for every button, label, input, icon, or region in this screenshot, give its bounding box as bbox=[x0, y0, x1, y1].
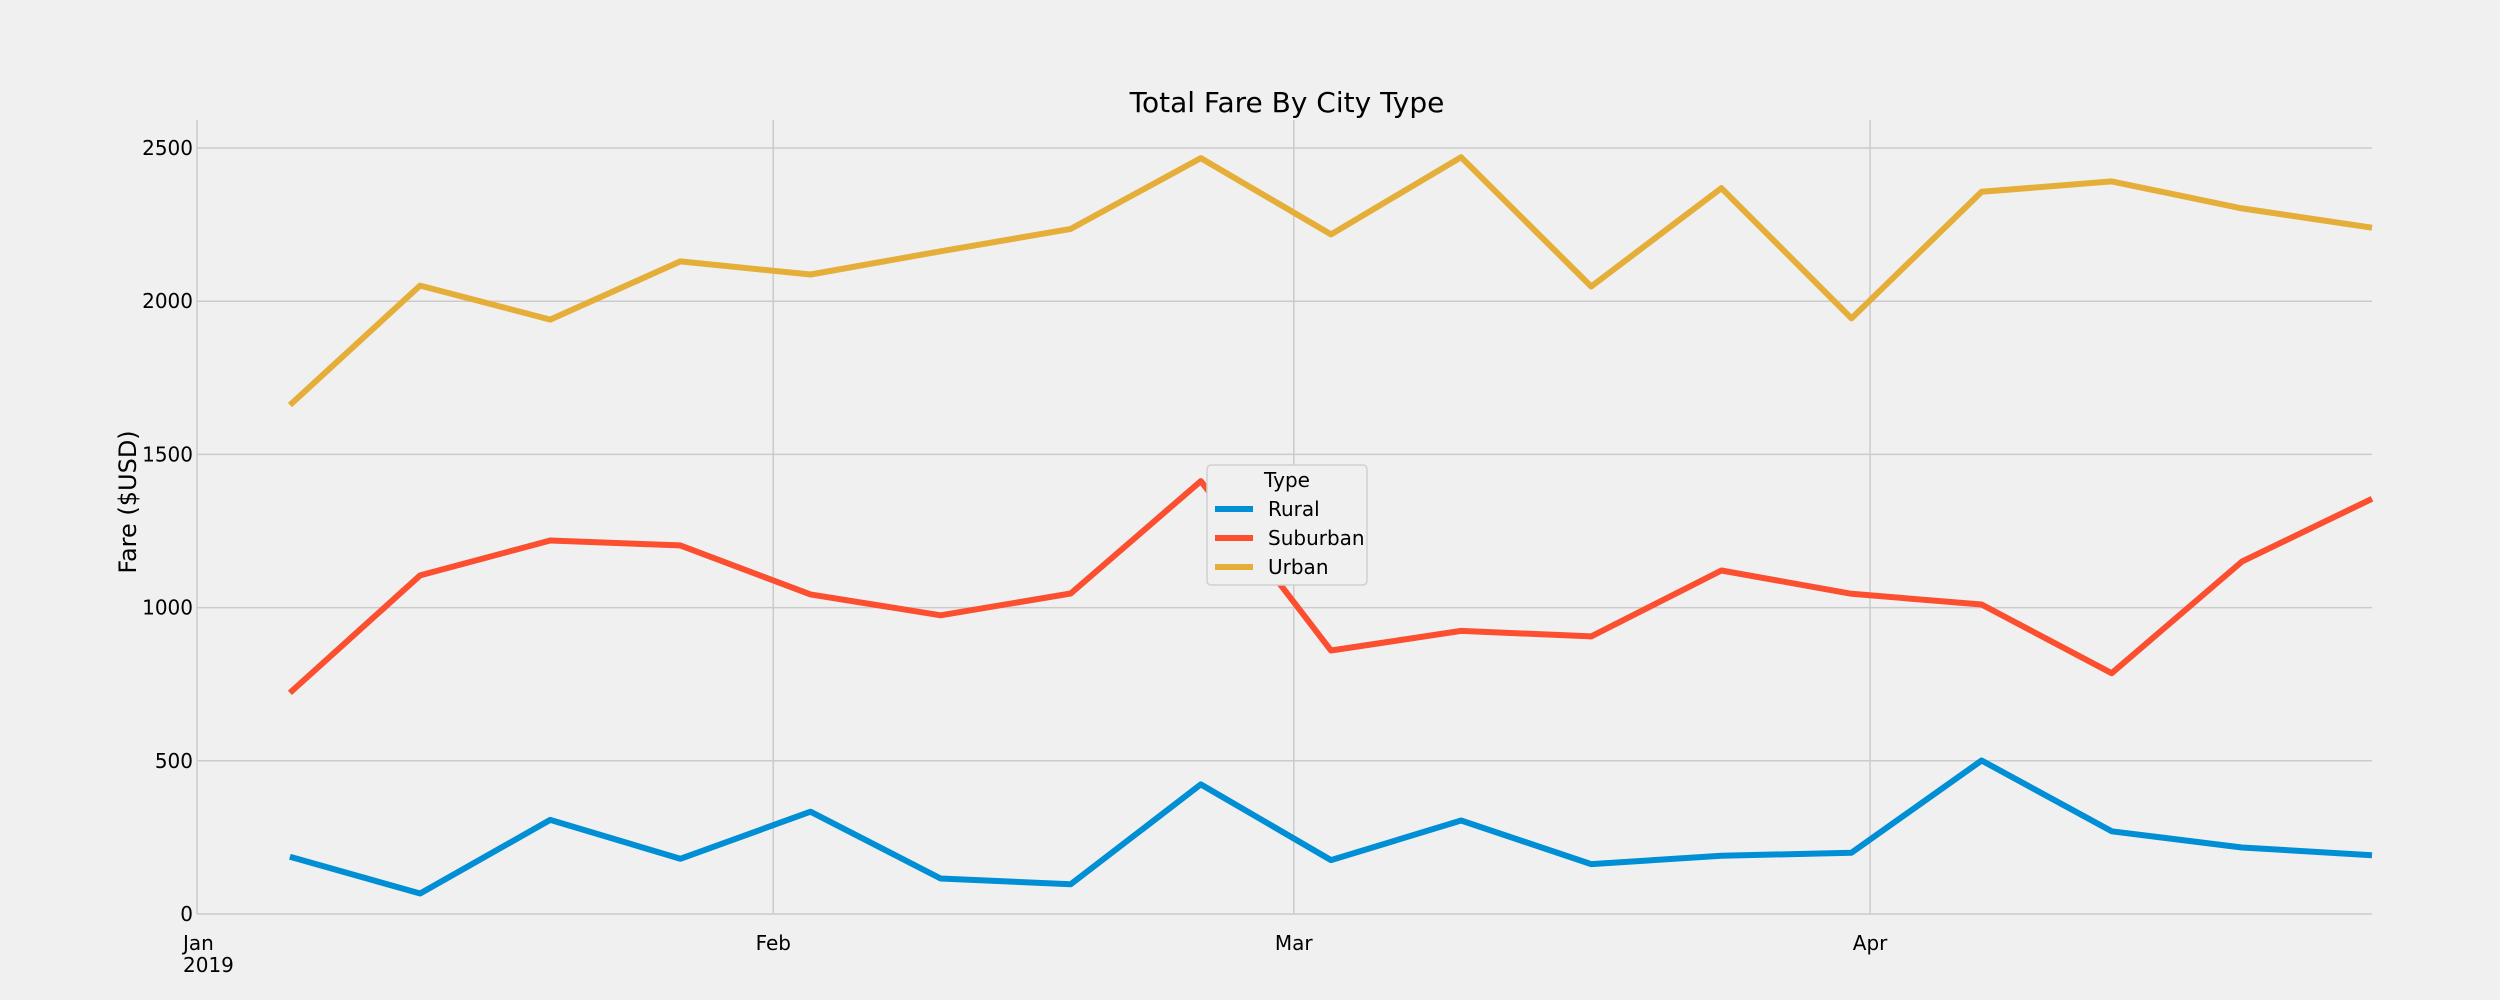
y-axis-ticks: 0 500 1000 1500 2000 2500 bbox=[142, 136, 193, 926]
legend-label-rural: Rural bbox=[1268, 497, 1320, 521]
y-tick-label: 2500 bbox=[142, 136, 193, 160]
y-tick-label: 0 bbox=[180, 902, 193, 926]
series-line-suburban bbox=[287, 478, 2374, 696]
legend: Type Rural Suburban Urban bbox=[1206, 464, 1368, 586]
legend-label-urban: Urban bbox=[1268, 555, 1329, 579]
legend-label-suburban: Suburban bbox=[1268, 526, 1365, 550]
x-tick-label: Jan bbox=[181, 931, 214, 955]
y-tick-label: 1500 bbox=[142, 442, 193, 466]
y-tick-label: 1000 bbox=[142, 596, 193, 620]
series-line-rural bbox=[289, 757, 2373, 897]
y-axis-label: Fare ($USD) bbox=[114, 430, 142, 573]
y-tick-label: 2000 bbox=[142, 289, 193, 313]
legend-box bbox=[1206, 464, 1368, 586]
series-lines bbox=[287, 154, 2374, 897]
grid-lines bbox=[196, 120, 2372, 915]
y-tick-label: 500 bbox=[155, 749, 193, 773]
x-tick-label: Apr bbox=[1853, 931, 1888, 955]
x-tick-label: Feb bbox=[756, 931, 791, 955]
x-tick-label: Mar bbox=[1275, 931, 1314, 955]
series-line-urban bbox=[287, 154, 2373, 408]
x-tick-sublabel: 2019 bbox=[183, 953, 234, 977]
chart-title: Total Fare By City Type bbox=[1129, 86, 1445, 119]
legend-title: Type bbox=[1263, 468, 1310, 492]
